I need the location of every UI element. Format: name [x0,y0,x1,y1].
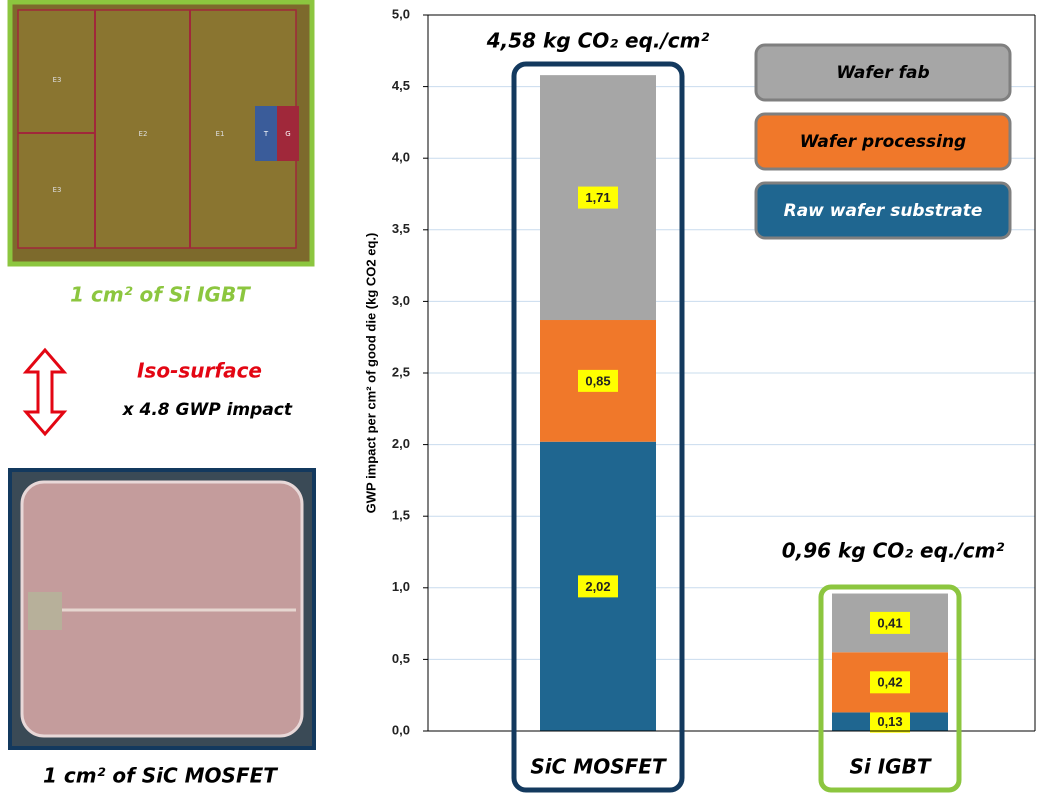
die-label: E3 [53,76,62,84]
value-label-box [578,575,618,598]
legend-swatch [754,43,1012,102]
y-tick-label: 4,5 [392,78,410,93]
y-tick-label: 1,5 [392,508,410,523]
value-label: 0,85 [585,373,610,388]
highlight-box [511,61,685,793]
top-caption: 1 cm² of Si IGBT [70,283,251,307]
x-tick-label: Si IGBT [850,755,932,779]
sic-die [8,468,316,750]
legend-label: Wafer processing [800,132,966,152]
die-label: T [263,130,269,138]
die-label: E3 [53,186,62,194]
bottom-caption: 1 cm² of SiC MOSFET [43,764,278,788]
value-label: 0,13 [877,714,902,729]
highlight-box [818,584,962,793]
y-tick-label: 1,0 [392,579,410,594]
value-label-box [870,671,910,694]
y-tick-label: 4,0 [392,150,410,165]
die-label: E1 [216,130,225,138]
value-label: 2,02 [585,579,610,594]
y-tick-label: 0,0 [392,722,410,737]
value-label-box [870,611,910,634]
y-axis-label: GWP impact per cm² of good die (kg CO2 e… [363,233,378,514]
y-tick-label: 0,5 [392,651,410,666]
bars: 2,02 0,85 1,71 0,13 0,42 0,41 [540,75,948,733]
die-label: E2 [139,130,148,138]
y-tick-label: 2,5 [392,364,410,379]
legend-swatch [754,181,1012,240]
legend-label: Raw wafer substrate [784,201,983,221]
arrow-label: Iso-surface [137,359,262,383]
y-tick-label: 2,0 [392,436,410,451]
y-tick-label: 3,5 [392,221,410,236]
total-annotation: 4,58 kg CO₂ eq./cm² [486,29,710,53]
die-label: G [285,130,290,138]
value-label: 0,42 [877,675,902,690]
y-tick-label: 3,0 [392,293,410,308]
y-tick-label: 5,0 [392,6,410,21]
igbt-die: E3 E3 E2 E1 T G [7,0,315,267]
igbt-gate [277,106,299,161]
legend-swatch [754,112,1012,171]
value-label-box [870,710,910,733]
value-label: 0,41 [877,615,902,630]
igbt-gate [255,106,277,161]
double-arrow [22,347,68,437]
value-label-box [578,186,618,209]
x-tick-label: SiC MOSFET [530,755,667,779]
legend: Raw wafer substrate Wafer processing Wafer… [754,43,1012,240]
igbt-pad [17,9,297,249]
value-label: 1,71 [585,190,610,205]
sic-gate [28,592,62,630]
total-annotation: 0,96 kg CO₂ eq./cm² [782,539,1005,563]
legend-label: Wafer fab [836,63,929,83]
arrow-sublabel: x 4.8 GWP impact [122,400,293,420]
value-label-box [578,369,618,392]
